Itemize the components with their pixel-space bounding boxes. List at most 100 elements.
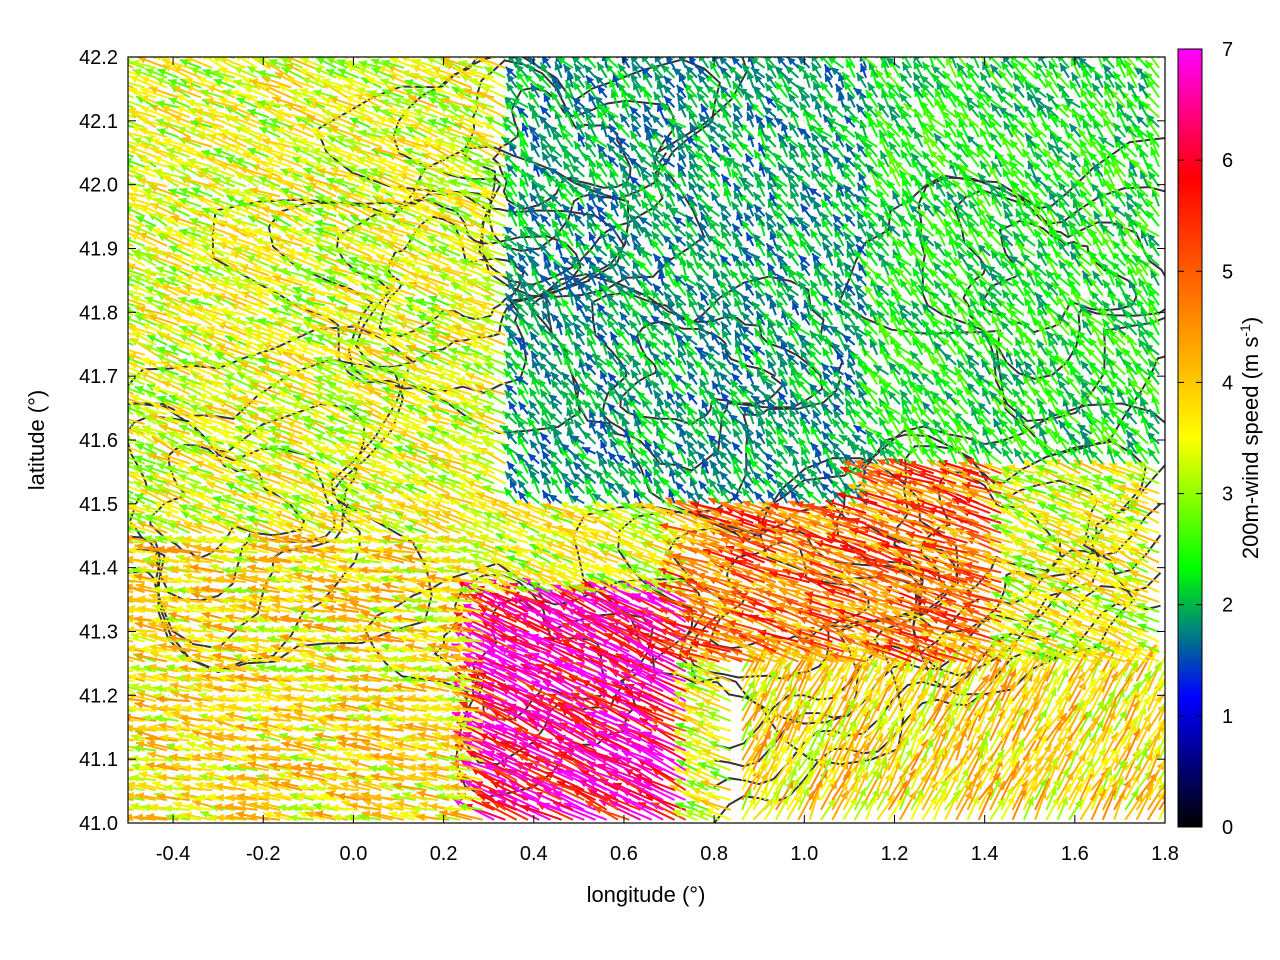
wind-arrow [163,804,190,813]
wind-arrow [156,793,190,801]
wind-arrow [638,418,653,435]
wind-arrow [308,793,337,801]
wind-arrow [241,781,269,792]
wind-arrow [876,761,891,791]
wind-arrow [686,800,709,811]
wind-arrow [618,467,631,484]
wind-arrow [1023,766,1044,791]
wind-arrow [742,352,755,366]
wind-arrow [450,783,483,792]
wind-arrow [332,666,359,674]
wind-arrow [1011,764,1033,791]
wind-arrow [686,779,709,792]
wind-arrow [446,773,472,782]
wind-arrow [642,475,653,494]
wind-arrow [298,803,326,811]
wind-arrow [932,766,951,791]
wind-arrow [853,787,867,811]
wind-arrow [932,793,946,821]
wind-arrow [248,801,281,811]
wind-arrow [456,792,484,801]
wind-arrow [291,771,326,782]
wind-arrow [184,803,213,811]
wind-arrow [786,776,801,801]
wind-arrow [820,797,837,821]
wind-arrow [350,779,382,792]
wind-arrow [508,768,551,791]
wind-arrow [700,799,732,811]
wind-arrow [878,416,890,435]
wind-arrow [371,811,405,821]
wind-arrow [263,811,292,821]
wind-arrow [328,784,359,793]
wind-arrow [966,795,980,821]
wind-arrow [1079,783,1092,811]
wind-arrow [373,802,405,811]
wind-arrow [332,813,359,822]
wind-arrow [1124,788,1140,811]
wind-arrow [273,792,303,801]
wind-arrow [853,797,869,821]
wind-arrow [137,781,168,792]
wind-arrow [932,668,946,692]
wind-arrow [236,792,269,801]
wind-arrow [305,770,337,782]
wind-arrow [1107,292,1126,307]
wind-arrow [506,337,518,356]
wind-arrow [194,781,224,792]
wind-arrow [1158,673,1165,692]
contour-line [315,57,749,298]
wind-arrow [965,340,980,356]
wind-arrows [128,57,1165,822]
wind-arrow [357,813,382,821]
wind-arrow [339,781,371,792]
wind-arrow [921,725,941,752]
wind-arrow [128,460,134,465]
wind-arrow [538,441,552,455]
wind-arrow [853,771,869,801]
wind-arrow [330,804,359,812]
wind-arrow [336,792,371,801]
wind-arrow [1056,796,1069,821]
wind-arrow [853,764,866,791]
wind-arrow [180,791,213,801]
wind-arrow [182,764,213,773]
wind-arrow [182,773,213,782]
wind-arrow [539,431,552,445]
wind-arrow [454,771,484,782]
wind-arrow [844,372,856,386]
wind-arrow [1056,783,1072,811]
wind-arrow [250,792,281,801]
wind-arrow [740,294,755,307]
wind-arrow [687,298,698,316]
wind-arrow [128,489,134,495]
wind-arrow [1022,782,1038,811]
wind-arrow [624,768,664,791]
wind-arrow [411,805,438,813]
wind-arrow [276,481,303,495]
wind-arrow [128,373,146,386]
wind-arrow [731,441,743,455]
wind-arrow [780,378,789,395]
wind-arrow [865,767,880,791]
wind-arrow [225,813,258,821]
wind-arrow [457,522,484,534]
wind-arrow [720,417,732,435]
wind-arrow [187,395,213,406]
wind-arrow [181,784,213,793]
wind-arrow [775,796,790,821]
wind-arrow [681,790,709,801]
wind-arrow [1113,776,1125,801]
wind-arrow [1022,796,1035,821]
wind-arrow [386,802,416,811]
wind-arrow [763,452,777,465]
wind-arrow [593,806,630,821]
wind-arrow [898,786,911,811]
wind-arrow [674,802,698,811]
wind-arrow [128,550,134,554]
contour-line [713,503,1162,750]
wind-arrow [698,480,710,494]
wind-arrow [348,802,382,811]
wind-arrow [1158,691,1165,702]
wind-arrow [506,460,518,475]
